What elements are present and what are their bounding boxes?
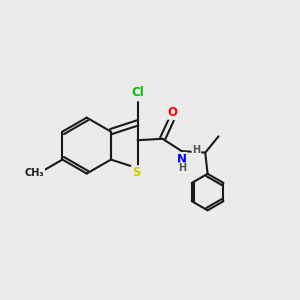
Text: H: H [178,163,186,173]
Text: Cl: Cl [131,85,144,98]
Text: H: H [192,145,200,155]
Text: N: N [177,153,187,166]
Text: O: O [167,106,177,119]
Text: S: S [132,166,140,179]
Text: CH₃: CH₃ [25,168,44,178]
